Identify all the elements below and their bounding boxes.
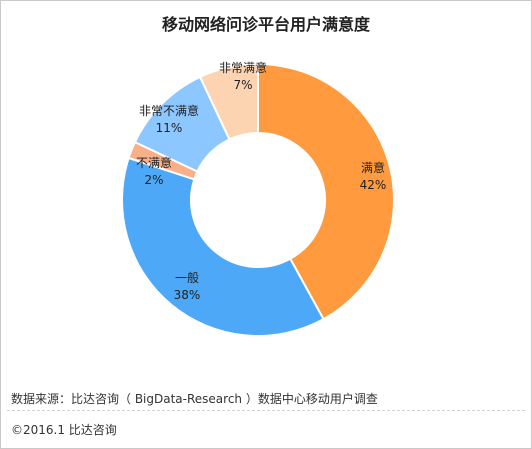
slice-name-label: 一般 — [175, 270, 199, 285]
slice-name-label: 不满意 — [136, 155, 172, 170]
slice-5 — [198, 62, 259, 141]
copyright-note: ©2016.1 比达咨询 — [11, 423, 117, 437]
slice-value-label: 11% — [156, 121, 183, 135]
slice-name-label: 非常满意 — [219, 60, 267, 75]
slice-value-label: 42% — [360, 178, 387, 192]
slice-name-label: 满意 — [361, 160, 385, 175]
slice-labels: 满意 42% 一般 38% 不满意 2% 非常不满意 11% 非常满意 7% — [136, 60, 386, 302]
slice-2 — [121, 156, 325, 337]
donut-slices — [121, 62, 395, 337]
data-source-note: 数据来源：比达咨询（ BigData-Research ）数据中心移动用户调查 — [11, 392, 378, 406]
chart-title: 移动网络问诊平台用户满意度 — [161, 15, 370, 34]
footer-divider — [7, 410, 525, 411]
slice-name-label: 非常不满意 — [139, 103, 199, 118]
donut-chart: 满意 42% 一般 38% 不满意 2% 非常不满意 11% 非常满意 7% — [121, 60, 395, 337]
slice-value-label: 2% — [144, 173, 163, 187]
slice-value-label: 7% — [233, 78, 252, 92]
slice-value-label: 38% — [174, 288, 201, 302]
slice-1 — [257, 62, 395, 321]
